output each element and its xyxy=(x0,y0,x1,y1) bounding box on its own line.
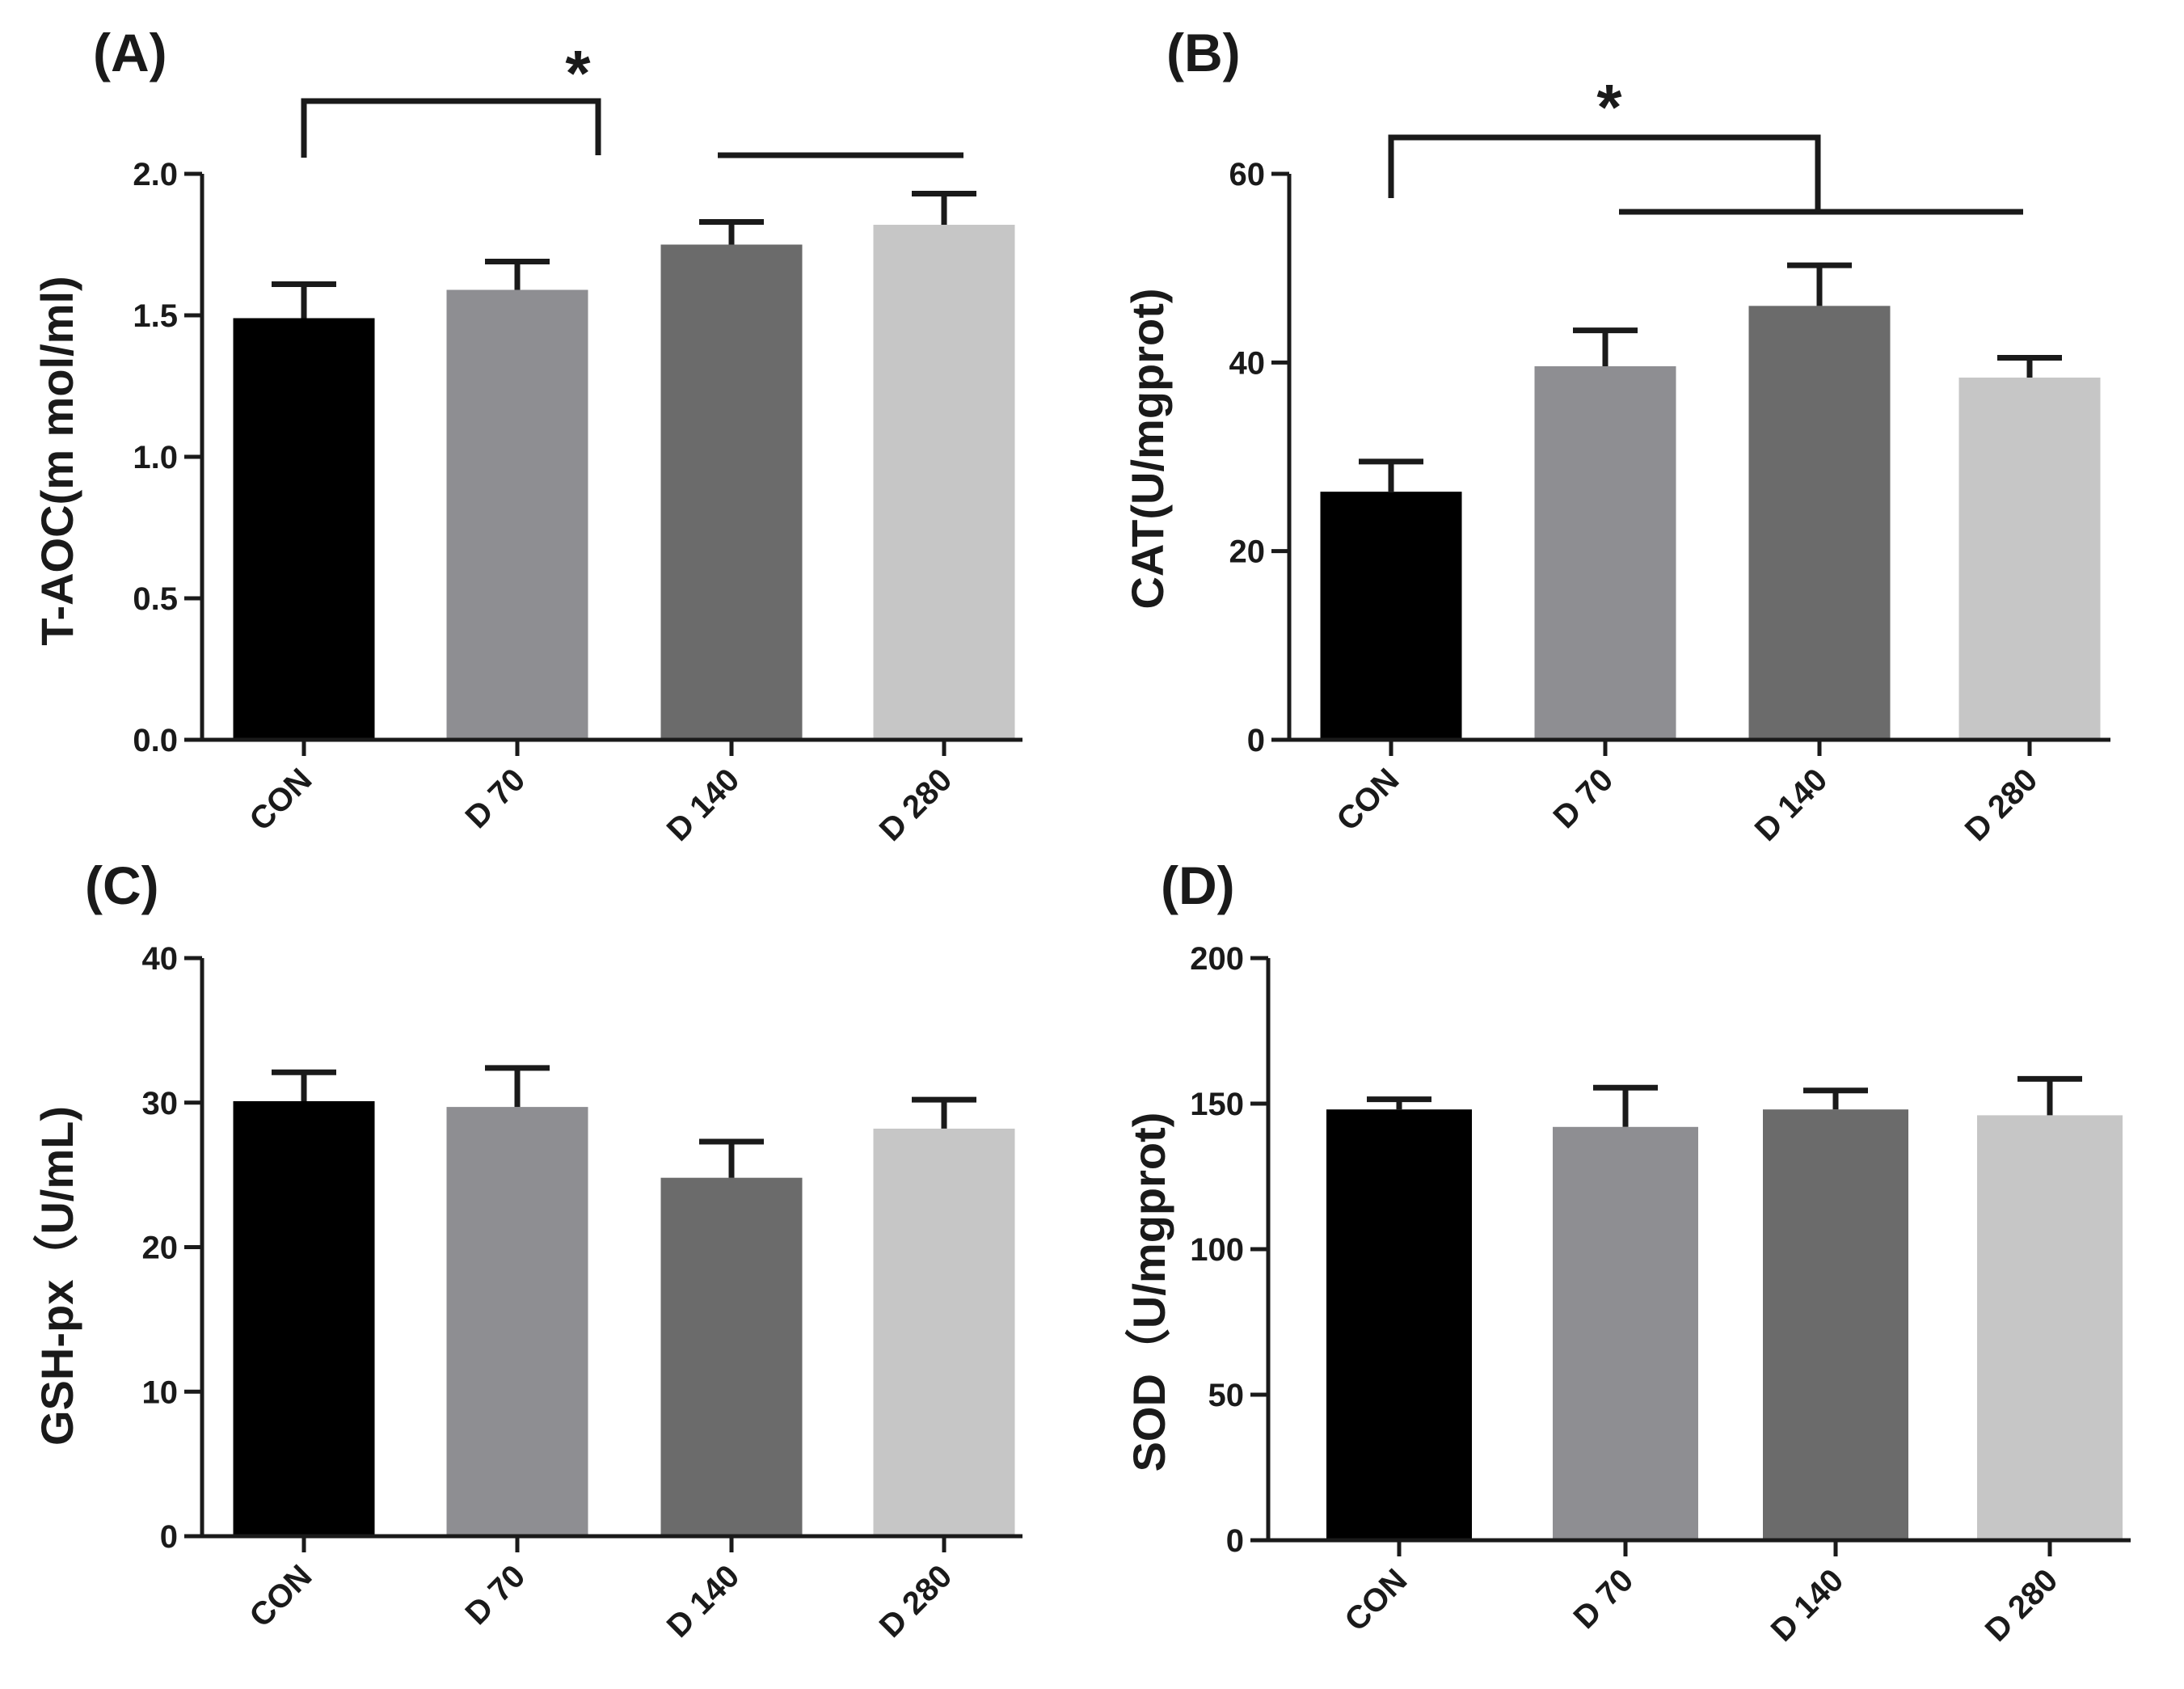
x-tick-label: CON xyxy=(242,1558,318,1634)
bar-d70 xyxy=(1534,366,1676,740)
bar-d140 xyxy=(660,1177,803,1536)
x-tick-label: D 280 xyxy=(1979,1562,2065,1649)
x-tick-label: CON xyxy=(1330,762,1406,838)
y-ticks-b: 0 20 40 60 xyxy=(1229,157,1289,758)
bar-d280 xyxy=(1977,1115,2123,1540)
x-tick-label: D 70 xyxy=(1547,762,1621,835)
y-tick-label: 150 xyxy=(1190,1087,1244,1122)
y-tick-label: 0.0 xyxy=(133,723,178,758)
bar-con xyxy=(1326,1109,1472,1540)
bar-d140 xyxy=(660,244,803,740)
y-tick-label: 2.0 xyxy=(133,157,178,192)
bar-con xyxy=(233,1100,375,1536)
x-tick-label: D 70 xyxy=(1567,1562,1641,1636)
x-tick-label: D 140 xyxy=(1764,1562,1851,1649)
bar-con xyxy=(1320,492,1462,740)
bars-c xyxy=(233,1065,1015,1536)
y-tick-label: 0 xyxy=(160,1519,178,1555)
chart-panel-b: (B) CAT(U/mgprot) 0 20 40 60 * CON D 70 D 140… xyxy=(1092,0,2184,881)
bars-b xyxy=(1320,262,2101,740)
y-axis-label-a: T-AOC(m mol/ml) xyxy=(32,276,82,645)
significance-star-a: * xyxy=(565,37,591,109)
bar-d70 xyxy=(446,1107,588,1536)
bars-d xyxy=(1326,1075,2123,1540)
bars-a xyxy=(233,191,1015,740)
bar-con xyxy=(233,318,375,740)
y-tick-label: 40 xyxy=(1229,345,1266,381)
y-tick-label: 100 xyxy=(1190,1232,1244,1268)
bar-d70 xyxy=(446,289,588,740)
y-tick-label: 1.5 xyxy=(133,298,178,334)
panel-label-c: (C) xyxy=(85,855,159,915)
bar-d140 xyxy=(1748,306,1891,740)
chart-c-svg: (C) GSH-px（U/mL) 0 10 20 30 40 CON D 70 D 140 D… xyxy=(32,855,1022,1645)
y-tick-label: 0.5 xyxy=(133,581,178,617)
bar-d280 xyxy=(873,225,1015,740)
chart-panel-c: (C) GSH-px（U/mL) 0 10 20 30 40 CON D 70 D 140 D… xyxy=(0,833,1092,1689)
y-axis-label-b: CAT(U/mgprot) xyxy=(1122,288,1173,609)
y-tick-label: 200 xyxy=(1190,941,1244,977)
chart-a-svg: (A) T-AOC(m mol/ml) 0.0 0.5 1.0 1.5 2.0 * CO… xyxy=(32,23,1022,848)
y-tick-label: 40 xyxy=(142,941,179,977)
bar-d280 xyxy=(1958,378,2101,740)
y-tick-label: 60 xyxy=(1229,157,1266,192)
significance-bracket-a xyxy=(301,98,963,158)
y-tick-label: 1.0 xyxy=(133,440,178,475)
x-tick-label: D 140 xyxy=(660,1558,747,1645)
y-tick-label: 30 xyxy=(142,1086,179,1121)
x-tick-label: CON xyxy=(242,762,318,838)
x-tick-label: CON xyxy=(1338,1562,1414,1638)
y-tick-label: 10 xyxy=(142,1374,179,1410)
chart-panel-a: (A) T-AOC(m mol/ml) 0.0 0.5 1.0 1.5 2.0 * CO… xyxy=(0,0,1092,881)
bracket-line xyxy=(301,98,601,158)
y-tick-label: 50 xyxy=(1208,1378,1245,1413)
panel-label-a: (A) xyxy=(93,23,167,82)
x-ticks-c: CON D 70 D 140 D 280 xyxy=(242,1536,959,1645)
panel-label-b: (B) xyxy=(1166,23,1241,82)
significance-star-b: * xyxy=(1596,71,1622,143)
y-tick-label: 20 xyxy=(1229,534,1266,570)
bar-d280 xyxy=(873,1128,1015,1536)
x-ticks-a: CON D 70 D 140 D 280 xyxy=(242,740,959,848)
y-ticks-a: 0.0 0.5 1.0 1.5 2.0 xyxy=(133,157,202,758)
bar-d140 xyxy=(1763,1109,1908,1540)
y-tick-label: 0 xyxy=(1226,1523,1244,1559)
y-tick-label: 0 xyxy=(1247,723,1265,758)
y-axis-label-c: GSH-px（U/mL) xyxy=(32,1106,82,1446)
y-tick-label: 20 xyxy=(142,1231,179,1266)
x-ticks-d: CON D 70 D 140 D 280 xyxy=(1338,1540,2064,1649)
y-axis-label-d: SOD（U/mgprot) xyxy=(1124,1113,1174,1472)
panel-label-d: (D) xyxy=(1161,855,1235,915)
x-tick-label: D 70 xyxy=(459,762,533,835)
x-tick-label: D 70 xyxy=(459,1558,533,1632)
y-ticks-c: 0 10 20 30 40 xyxy=(142,941,202,1555)
significance-bracket-b xyxy=(1388,134,2023,215)
chart-panel-d: (D) SOD（U/mgprot) 0 50 100 150 200 CON D 70 D … xyxy=(1092,833,2184,1689)
bracket-line xyxy=(1388,134,1821,212)
x-tick-label: D 280 xyxy=(873,1558,959,1645)
x-ticks-b: CON D 70 D 140 D 280 xyxy=(1330,740,2044,848)
bar-d70 xyxy=(1553,1126,1698,1540)
y-ticks-d: 0 50 100 150 200 xyxy=(1190,941,1268,1559)
chart-d-svg: (D) SOD（U/mgprot) 0 50 100 150 200 CON D 70 D … xyxy=(1124,855,2131,1649)
